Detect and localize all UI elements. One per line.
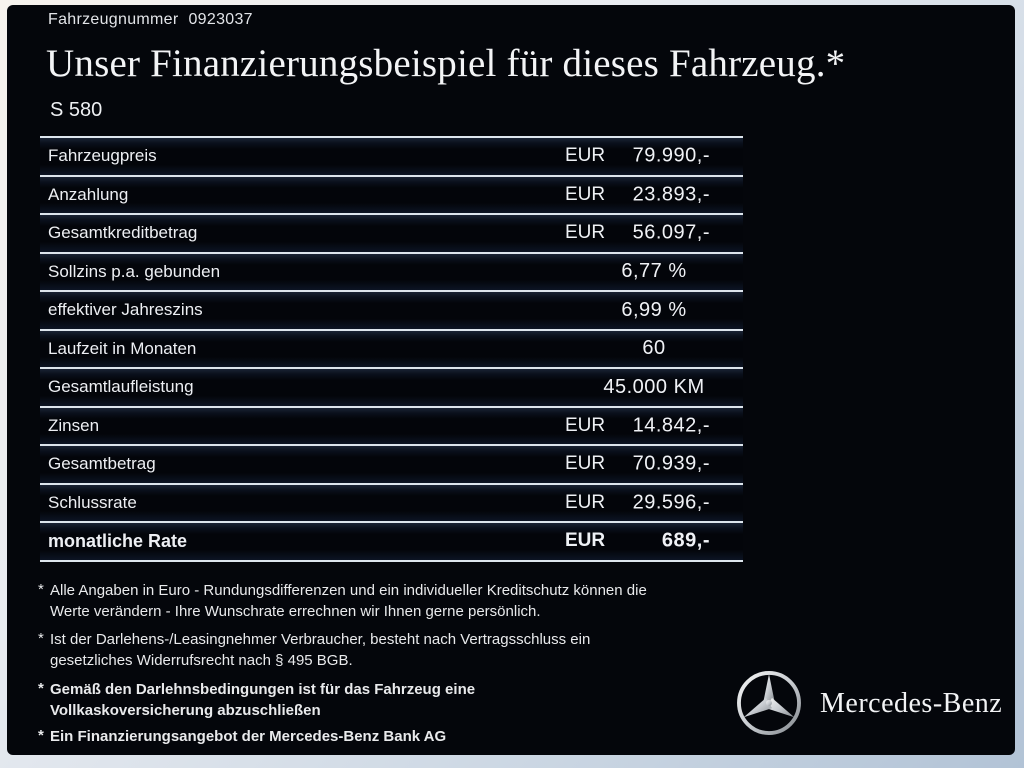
row-label: Gesamtbetrag bbox=[48, 454, 156, 474]
row-value-group: 6,99 % bbox=[565, 292, 743, 329]
table-row-sollzins: Sollzins p.a. gebunden 6,77 % bbox=[40, 253, 743, 292]
row-currency: EUR bbox=[565, 491, 606, 513]
row-value-group: 45.000 KM bbox=[565, 369, 743, 406]
table-row-gesamtlaufleistung: Gesamtlaufleistung 45.000 KM bbox=[40, 369, 743, 408]
vehicle-number-line: Fahrzeugnummer 0923037 bbox=[48, 11, 253, 29]
table-row-laufzeit: Laufzeit in Monaten 60 bbox=[40, 330, 743, 369]
row-currency: EUR bbox=[565, 453, 606, 475]
table-row-gesamtbetrag: Gesamtbetrag EUR 70.939,- bbox=[40, 446, 743, 485]
vehicle-number-value: 0923037 bbox=[188, 11, 253, 28]
row-label: Fahrzeugpreis bbox=[48, 146, 157, 166]
table-row-schlussrate: Schlussrate EUR 29.596,- bbox=[40, 484, 743, 523]
row-value: 70.939,- bbox=[632, 452, 710, 475]
table-row-gesamtkreditbetrag: Gesamtkreditbetrag EUR 56.097,- bbox=[40, 215, 743, 254]
row-value: 45.000 KM bbox=[603, 375, 705, 398]
row-value: 6,77 % bbox=[621, 260, 687, 283]
footnote-vollkasko: * Gemäß den Darlehnsbedingungen ist für … bbox=[38, 679, 475, 721]
model-name: S 580 bbox=[50, 99, 103, 121]
footnote-line: Alle Angaben in Euro - Rundungsdifferenz… bbox=[50, 582, 647, 599]
row-label: Zinsen bbox=[48, 415, 100, 435]
row-currency: EUR bbox=[565, 183, 606, 205]
row-value-group: 6,77 % bbox=[565, 254, 743, 291]
vehicle-number-label: Fahrzeugnummer bbox=[48, 11, 179, 28]
footnote-line: gesetzliches Widerrufsrecht nach § 495 B… bbox=[50, 652, 353, 669]
finance-table: Fahrzeugpreis EUR 79.990,- Anzahlung EUR 2… bbox=[40, 136, 743, 562]
row-value-group: EUR 70.939,- bbox=[565, 446, 743, 483]
row-value: 6,99 % bbox=[621, 298, 687, 321]
footnote-marker: * bbox=[38, 727, 44, 744]
row-value-group: EUR 56.097,- bbox=[565, 215, 743, 252]
brand-name: Mercedes-Benz bbox=[820, 688, 1003, 719]
mercedes-star-icon bbox=[737, 671, 801, 735]
table-row-monatliche-rate: monatliche Rate EUR 689,- bbox=[40, 523, 743, 562]
footnote-marker: * bbox=[38, 680, 44, 697]
footnote-marker: * bbox=[38, 630, 44, 647]
finance-offer-panel: Fahrzeugnummer 0923037 Unser Finanzierung… bbox=[7, 5, 1015, 755]
row-value: 79.990,- bbox=[632, 144, 710, 167]
row-value-group: EUR 79.990,- bbox=[565, 138, 743, 175]
row-label: Sollzins p.a. gebunden bbox=[48, 261, 221, 281]
table-row-effektiver-jahreszins: effektiver Jahreszins 6,99 % bbox=[40, 292, 743, 331]
page-title: Unser Finanzierungsbeispiel für dieses F… bbox=[46, 42, 846, 85]
footnote-marker: * bbox=[38, 581, 44, 598]
row-value: 14.842,- bbox=[632, 414, 710, 437]
footnote-bank: * Ein Finanzierungsangebot der Mercedes-… bbox=[38, 726, 446, 747]
row-label: Anzahlung bbox=[48, 184, 129, 204]
row-value: 60 bbox=[642, 337, 666, 360]
row-currency: EUR bbox=[565, 145, 606, 167]
row-value: 689,- bbox=[661, 529, 710, 552]
row-value: 23.893,- bbox=[632, 183, 710, 206]
row-value: 56.097,- bbox=[632, 221, 710, 244]
row-value-group: EUR 29.596,- bbox=[565, 485, 743, 522]
footnote-rounding: * Alle Angaben in Euro - Rundungsdiffere… bbox=[38, 580, 647, 622]
footnote-line: Vollkaskoversicherung abzuschließen bbox=[50, 702, 321, 719]
row-currency: EUR bbox=[565, 414, 606, 436]
row-label: effektiver Jahreszins bbox=[48, 300, 203, 320]
table-row-zinsen: Zinsen EUR 14.842,- bbox=[40, 407, 743, 446]
table-row-anzahlung: Anzahlung EUR 23.893,- bbox=[40, 176, 743, 215]
footnote-line: Werte verändern - Ihre Wunschrate errech… bbox=[50, 603, 541, 620]
row-currency: EUR bbox=[565, 222, 606, 244]
row-label: monatliche Rate bbox=[48, 530, 188, 551]
row-value-group: 60 bbox=[565, 331, 743, 368]
row-label: Gesamtkreditbetrag bbox=[48, 223, 198, 243]
row-currency: EUR bbox=[565, 530, 606, 552]
footnote-line: Ein Finanzierungsangebot der Mercedes-Be… bbox=[50, 728, 447, 745]
row-label: Gesamtlaufleistung bbox=[48, 377, 194, 397]
brand-block: Mercedes-Benz bbox=[735, 669, 1005, 739]
row-value: 29.596,- bbox=[632, 491, 710, 514]
footnote-widerruf: * Ist der Darlehens-/Leasingnehmer Verbr… bbox=[38, 629, 590, 671]
footnote-line: Gemäß den Darlehnsbedingungen ist für da… bbox=[50, 681, 476, 698]
row-value-group: EUR 689,- bbox=[565, 523, 743, 560]
row-value-group: EUR 14.842,- bbox=[565, 408, 743, 445]
footnote-line: Ist der Darlehens-/Leasingnehmer Verbrau… bbox=[50, 631, 591, 648]
row-label: Laufzeit in Monaten bbox=[48, 338, 197, 358]
row-label: Schlussrate bbox=[48, 492, 137, 512]
table-row-fahrzeugpreis: Fahrzeugpreis EUR 79.990,- bbox=[40, 138, 743, 177]
row-value-group: EUR 23.893,- bbox=[565, 177, 743, 214]
